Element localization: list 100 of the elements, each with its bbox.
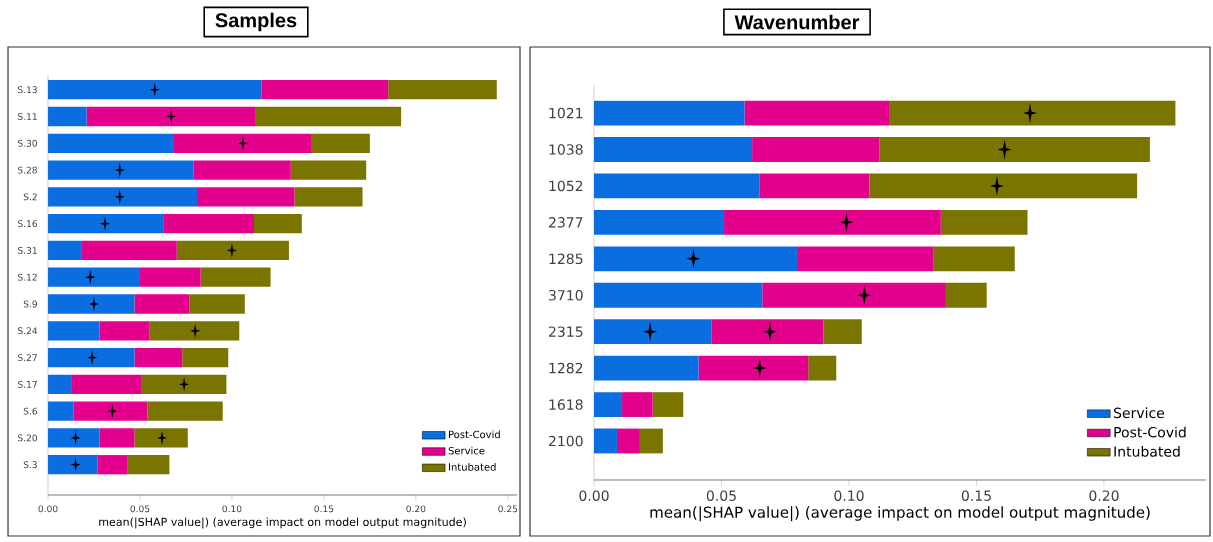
y-tick-label: S.20 xyxy=(18,434,38,442)
x-tick-label: 0.00 xyxy=(579,490,609,501)
point xyxy=(762,321,777,342)
bar xyxy=(73,401,148,421)
y-tick-label: 1038 xyxy=(549,144,583,155)
bar xyxy=(808,355,837,381)
bar xyxy=(698,355,809,381)
bar xyxy=(163,214,255,234)
bar xyxy=(141,374,227,395)
bar xyxy=(134,428,188,448)
y-tick-label: S.30 xyxy=(18,139,38,147)
bar xyxy=(134,347,183,368)
y-tick-label: S.16 xyxy=(18,220,38,228)
bar xyxy=(594,392,623,417)
bar xyxy=(594,282,763,308)
legend-label: Intubated xyxy=(449,463,496,471)
y-tick-label: S.24 xyxy=(18,327,38,335)
bar xyxy=(594,319,712,345)
x-tick-label: 0.10 xyxy=(834,490,864,501)
y-tick-label: 2100 xyxy=(549,435,583,447)
bar xyxy=(193,160,291,180)
bar xyxy=(594,355,699,381)
bar xyxy=(752,137,880,162)
bar xyxy=(48,294,135,314)
y-tick-label: 1285 xyxy=(549,253,583,265)
point xyxy=(643,321,658,342)
bar xyxy=(48,428,100,448)
y-tick-label: S.31 xyxy=(18,247,37,254)
bar xyxy=(48,267,140,287)
bar xyxy=(744,100,890,126)
y-tick-label: S.11 xyxy=(18,113,37,120)
y-tick-label: 1052 xyxy=(549,180,583,192)
bar xyxy=(48,374,72,395)
bar xyxy=(652,392,684,417)
bar xyxy=(762,282,946,308)
bar xyxy=(290,160,367,180)
bar xyxy=(798,246,934,272)
bar xyxy=(254,214,302,234)
bar xyxy=(294,187,363,207)
point xyxy=(752,358,767,379)
bar xyxy=(594,137,753,162)
y-tick-label: S.12 xyxy=(18,273,37,281)
y-tick-label: S.28 xyxy=(18,166,37,174)
x-tick-label: 0.05 xyxy=(130,505,150,513)
point xyxy=(997,139,1012,160)
y-tick-label: S.3 xyxy=(23,461,37,469)
bar xyxy=(48,160,194,180)
bar xyxy=(616,428,640,454)
bar xyxy=(48,347,135,368)
y-tick-label: S.9 xyxy=(23,300,37,308)
x-tick-label: 0.15 xyxy=(961,490,991,501)
bar xyxy=(594,209,725,235)
bar xyxy=(48,106,87,127)
bar xyxy=(759,173,870,199)
x-tick-label: 0.00 xyxy=(38,505,58,513)
legend-label: Intubated xyxy=(1114,445,1180,457)
bar xyxy=(594,100,745,126)
y-tick-label: 2315 xyxy=(549,326,583,337)
bar xyxy=(48,240,82,261)
x-tick-label: 0.20 xyxy=(406,505,426,513)
bar xyxy=(48,455,98,475)
bar xyxy=(139,267,201,287)
bar xyxy=(869,173,1138,199)
bar xyxy=(933,246,1015,272)
bar xyxy=(940,209,1028,235)
bar xyxy=(86,106,256,127)
bar xyxy=(388,80,497,100)
bar xyxy=(127,455,170,475)
bar xyxy=(99,321,150,341)
bar xyxy=(594,246,798,272)
bar xyxy=(173,133,312,153)
bar xyxy=(196,187,295,207)
bar xyxy=(99,428,135,448)
legend-label: Service xyxy=(1114,407,1165,419)
bar xyxy=(176,240,289,261)
bar xyxy=(48,187,197,207)
point xyxy=(99,216,111,231)
point xyxy=(87,350,98,365)
x-axis-title: mean(|SHAP value|) (average impact on model output magnitude) xyxy=(650,506,1150,522)
legend-label: Service xyxy=(448,446,485,455)
bar xyxy=(48,80,262,100)
legend-label: Post-Covid xyxy=(449,430,500,439)
chart-title: Samples xyxy=(215,12,297,32)
point xyxy=(686,248,701,269)
x-tick-label: 0.10 xyxy=(222,505,242,513)
bar xyxy=(147,401,223,421)
bar xyxy=(255,106,402,127)
bar xyxy=(71,374,142,395)
point xyxy=(857,285,872,306)
bar xyxy=(48,321,100,341)
point xyxy=(178,377,190,392)
x-tick-label: 0.15 xyxy=(314,505,334,513)
y-tick-label: 3710 xyxy=(549,289,583,301)
bar xyxy=(97,455,128,475)
x-tick-label: 0.25 xyxy=(498,505,518,513)
bar xyxy=(724,209,941,235)
bar xyxy=(594,428,617,454)
bar xyxy=(182,347,229,368)
bar xyxy=(889,100,1176,126)
bar xyxy=(945,282,987,308)
